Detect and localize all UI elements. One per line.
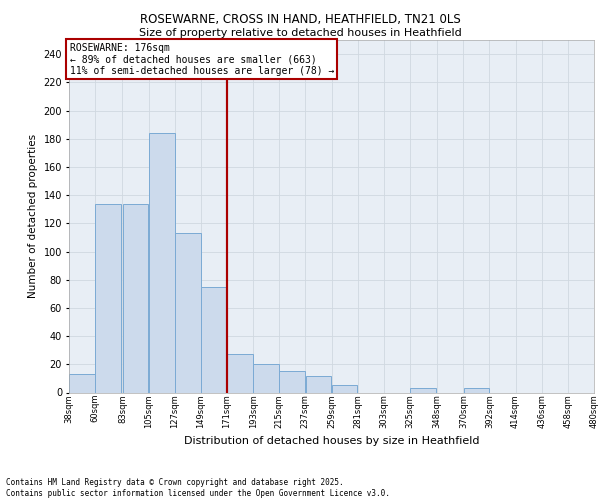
Bar [122, 204, 148, 392]
Bar [69, 374, 95, 392]
Text: ROSEWARNE, CROSS IN HAND, HEATHFIELD, TN21 0LS: ROSEWARNE, CROSS IN HAND, HEATHFIELD, TN… [140, 12, 460, 26]
X-axis label: Distribution of detached houses by size in Heathfield: Distribution of detached houses by size … [184, 436, 479, 446]
Bar [253, 364, 279, 392]
Text: Size of property relative to detached houses in Heathfield: Size of property relative to detached ho… [139, 28, 461, 38]
Y-axis label: Number of detached properties: Number of detached properties [28, 134, 38, 298]
Bar [95, 204, 121, 392]
Text: ROSEWARNE: 176sqm
← 89% of detached houses are smaller (663)
11% of semi-detache: ROSEWARNE: 176sqm ← 89% of detached hous… [70, 43, 334, 76]
Bar [464, 388, 489, 392]
Text: Contains HM Land Registry data © Crown copyright and database right 2025.
Contai: Contains HM Land Registry data © Crown c… [6, 478, 390, 498]
Bar [201, 287, 227, 393]
Bar [175, 233, 200, 392]
Bar [227, 354, 253, 393]
Bar [305, 376, 331, 392]
Bar [332, 386, 358, 392]
Bar [280, 372, 305, 392]
Bar [410, 388, 436, 392]
Bar [149, 133, 175, 392]
